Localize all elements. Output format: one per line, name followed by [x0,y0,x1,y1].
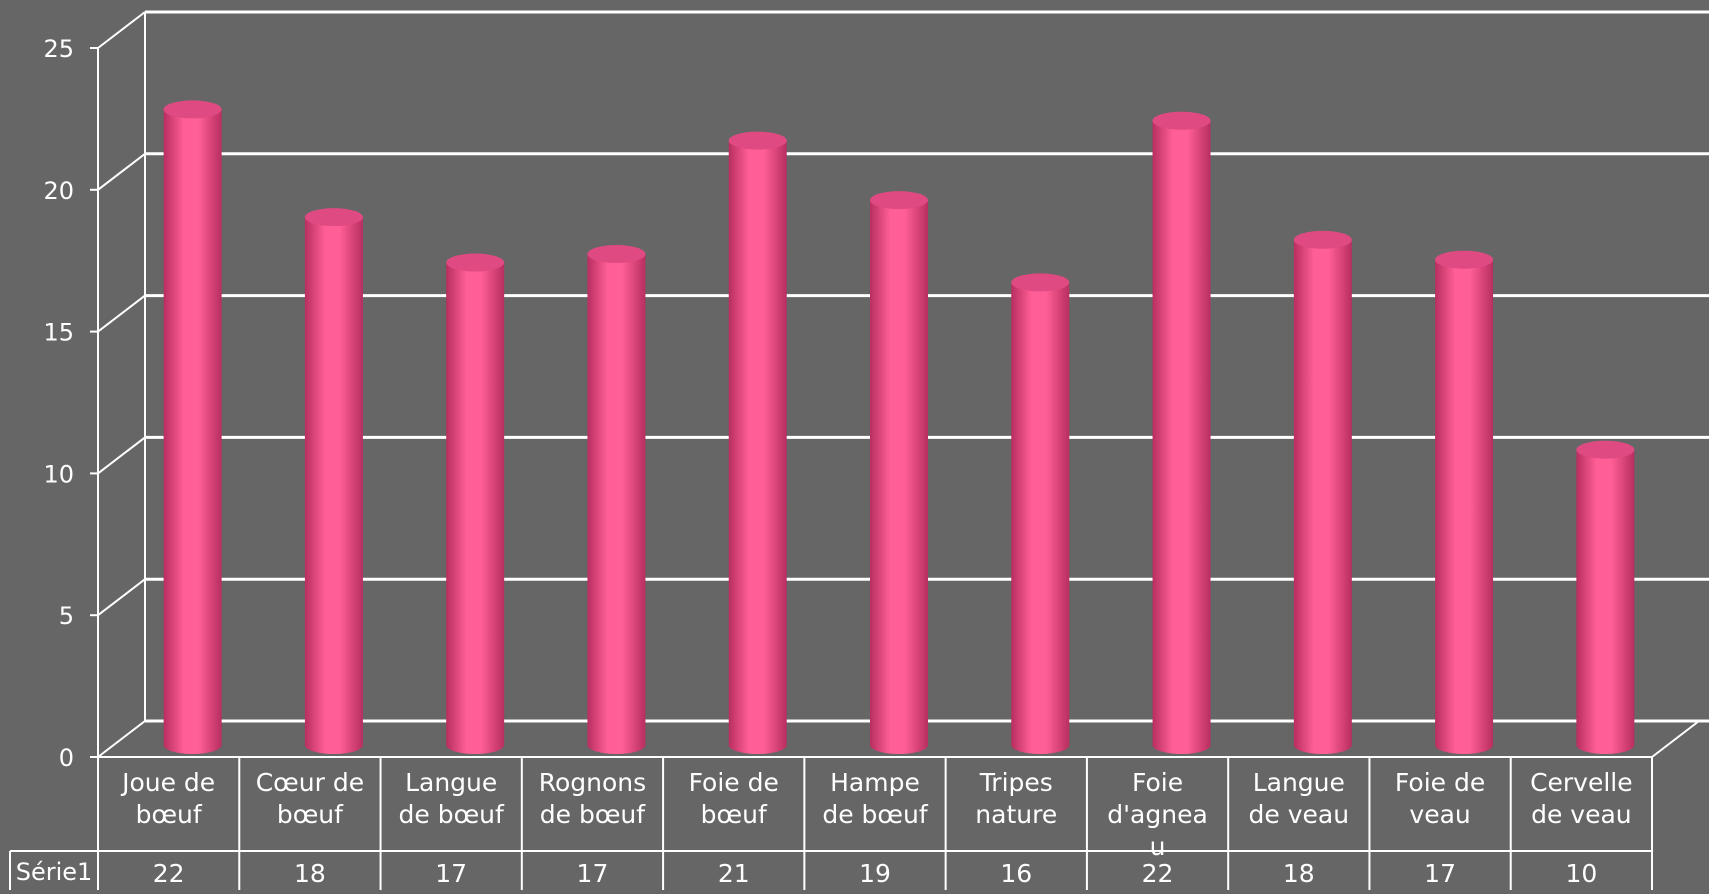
data-label: 10 [1565,859,1597,888]
gridline-side [97,436,146,475]
bar-top [1011,273,1070,292]
series-name-label: Série1 [16,858,93,886]
data-label: 17 [435,859,467,888]
bar [1435,250,1494,754]
y-tick-label: 10 [43,460,74,488]
bar-body [304,217,363,754]
data-table: Joue de bœuf Cœur de bœuf Langue de bœuf Rogno… [9,757,1653,890]
data-label: 21 [718,859,750,888]
category-label: Langue [1253,768,1345,797]
bar [870,191,928,754]
category-label: bœuf [136,800,203,829]
category-label: veau [1409,800,1470,829]
data-label: 22 [153,859,185,888]
bar [304,208,363,754]
bar [1293,230,1352,754]
y-tick-label: 15 [43,319,74,347]
category-label: de veau [1249,800,1350,829]
y-tick-label: 25 [43,35,74,63]
data-label: 18 [1283,859,1315,888]
bar [446,253,505,754]
bar-body [1152,120,1211,754]
gridline-side [97,294,146,333]
category-label: Langue [405,768,497,797]
data-label: 18 [294,859,326,888]
bar-top [1576,440,1635,459]
y-tick-label: 5 [59,602,74,630]
bar-body [163,109,222,754]
category-label: Foie [1132,768,1183,797]
bar [1576,440,1635,754]
gridline-side [97,153,146,191]
category-label: u [1150,832,1166,861]
gridlines [97,10,1709,758]
bar-body [1576,449,1635,754]
category-label: de bœuf [399,800,505,829]
floor-right-edge [1651,720,1700,758]
bar-top [728,131,787,150]
bar [1152,111,1211,754]
data-label: 17 [577,859,609,888]
category-label: de veau [1531,800,1632,829]
data-label: 19 [859,859,891,888]
category-label: bœuf [701,800,768,829]
bar [163,100,222,754]
bar-body [728,140,787,754]
gridline-side [97,720,146,758]
category-label: Cervelle [1530,768,1633,797]
bar-body [446,262,505,754]
bar [1011,273,1070,754]
bars [163,100,1635,754]
bar-body [1011,282,1070,754]
data-label: 16 [1000,859,1032,888]
category-label: de bœuf [822,800,928,829]
gridline-side [97,11,146,49]
bar-top [587,245,646,264]
bar-top [446,253,505,272]
y-tick-label: 20 [43,177,74,205]
bar [728,131,787,754]
bar-body [1435,259,1494,754]
category-label: Rognons [539,768,646,797]
bar-body [1293,239,1352,754]
y-tick-label: 0 [59,744,74,772]
bar [587,245,646,754]
data-label: 17 [1424,859,1456,888]
bar-top [304,208,363,227]
category-label: bœuf [277,800,344,829]
bar-body [870,200,928,754]
category-label: Joue de [120,768,215,797]
category-label: nature [975,800,1057,829]
bar-top [870,191,928,210]
y-axis: 0 5 10 15 20 25 [43,12,146,772]
bar-top [1152,111,1211,130]
category-label: Foie de [689,768,779,797]
bar-body [587,254,646,754]
data-label: 22 [1142,859,1174,888]
category-label: Tripes [979,768,1053,797]
bar-top [1293,230,1352,249]
category-label: Hampe [830,768,920,797]
gridline-side [97,578,146,616]
category-label: Cœur de [256,768,364,797]
category-label: Foie de [1395,768,1485,797]
category-label: d'agnea [1107,800,1207,829]
bar-top [1435,250,1494,269]
category-label: de bœuf [540,800,646,829]
bar-top [163,100,222,119]
